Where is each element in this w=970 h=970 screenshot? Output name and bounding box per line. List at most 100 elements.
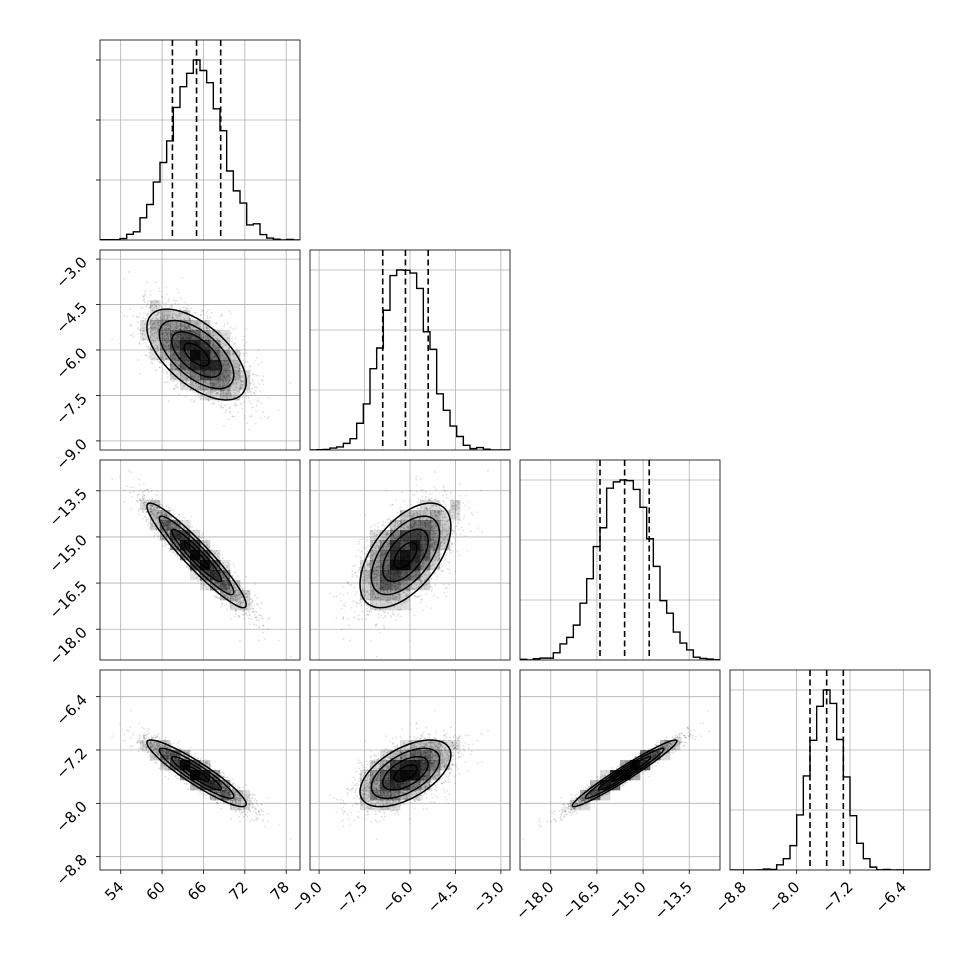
sample-point (238, 367, 241, 370)
sample-point (158, 503, 161, 506)
sample-point (237, 411, 239, 414)
sample-point (153, 319, 156, 322)
sample-point (218, 340, 221, 343)
sample-point (169, 304, 172, 307)
sample-point (170, 326, 173, 328)
sample-point (237, 604, 240, 606)
density-cell (180, 350, 191, 361)
sample-point (241, 387, 244, 390)
sample-point (170, 368, 173, 370)
sample-point (242, 590, 245, 592)
sample-point (203, 390, 205, 392)
sample-point (240, 380, 243, 383)
sample-point (141, 316, 144, 319)
sample-point (143, 301, 146, 304)
sample-point (211, 345, 214, 348)
sample-point (249, 365, 251, 367)
sample-point (246, 390, 249, 392)
sample-point (249, 382, 251, 384)
sample-point (233, 382, 235, 385)
sample-point (168, 550, 171, 553)
sample-point (171, 313, 174, 316)
sample-point (255, 404, 258, 407)
sample-point (202, 382, 205, 385)
sample-point (153, 346, 156, 349)
sample-point (145, 501, 148, 504)
sample-point (149, 504, 152, 507)
sample-point (214, 384, 216, 387)
sample-point (233, 342, 236, 345)
sample-point (245, 612, 248, 615)
sample-point (215, 385, 218, 388)
sample-point (153, 514, 155, 517)
sample-point (151, 513, 154, 515)
sample-point (187, 524, 189, 527)
sample-point (170, 321, 173, 324)
sample-point (157, 347, 160, 350)
sample-point (235, 404, 238, 406)
sample-point (238, 369, 241, 372)
sample-point (138, 340, 141, 343)
sample-point (225, 594, 228, 596)
sample-point (240, 602, 243, 604)
sample-point (239, 363, 242, 366)
sample-point (223, 598, 225, 601)
sample-point (170, 527, 173, 530)
sample-point (177, 303, 180, 305)
sample-point (176, 360, 179, 363)
sample-point (180, 324, 182, 327)
sample-point (248, 368, 251, 371)
sample-point (224, 383, 227, 386)
sample-point (240, 595, 242, 598)
sample-point (137, 493, 139, 496)
sample-point (225, 395, 227, 398)
density-cell (150, 330, 161, 341)
sample-point (148, 323, 151, 326)
sample-point (167, 340, 170, 343)
sample-point (169, 325, 172, 328)
sample-point (205, 326, 208, 329)
sample-point (195, 373, 198, 376)
sample-point (174, 369, 177, 372)
sample-point (230, 371, 233, 373)
sample-point (212, 343, 215, 346)
sample-point (167, 543, 170, 546)
sample-point (183, 328, 186, 331)
sample-point (222, 393, 225, 395)
sample-point (161, 306, 163, 309)
sample-point (181, 324, 184, 327)
sample-point (235, 609, 238, 612)
sample-point (163, 345, 166, 347)
sample-point (151, 309, 154, 311)
sample-point (155, 305, 157, 307)
sample-point (244, 608, 246, 611)
sample-point (173, 327, 175, 330)
density-cell (220, 370, 231, 381)
sample-point (217, 400, 220, 403)
sample-point (149, 293, 152, 296)
sample-point (224, 577, 227, 580)
sample-point (212, 343, 214, 346)
sample-point (224, 372, 227, 375)
sample-point (210, 334, 212, 337)
sample-point (262, 411, 264, 413)
sample-point (228, 411, 231, 413)
sample-point (162, 318, 165, 321)
sample-point (182, 324, 185, 327)
sample-point (179, 382, 182, 385)
sample-point (148, 508, 151, 511)
sample-point (260, 616, 263, 619)
sample-point (224, 379, 227, 382)
sample-point (132, 335, 135, 338)
sample-point (222, 380, 225, 383)
sample-point (165, 286, 168, 289)
sample-point (152, 323, 155, 326)
sample-point (143, 489, 146, 492)
sample-point (240, 403, 243, 406)
sample-point (183, 326, 186, 329)
sample-point (149, 290, 152, 292)
sample-point (176, 373, 179, 376)
sample-point (189, 373, 192, 376)
density-cell (230, 380, 241, 391)
